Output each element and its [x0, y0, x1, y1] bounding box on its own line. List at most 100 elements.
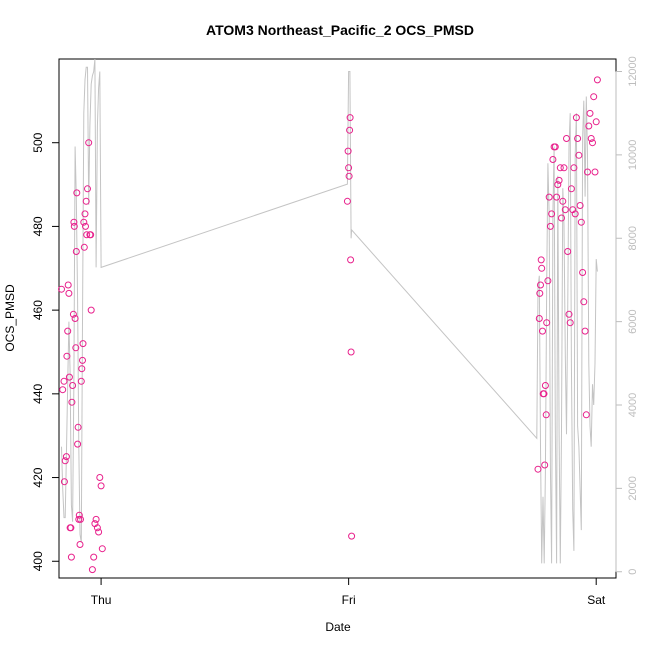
- chart-title: ATOM3 Northeast_Pacific_2 OCS_PMSD: [206, 22, 474, 38]
- data-point: [81, 210, 89, 218]
- x-axis-label: Date: [325, 620, 351, 634]
- data-point: [97, 482, 105, 490]
- data-point: [567, 185, 575, 193]
- data-point: [540, 390, 548, 398]
- data-point: [74, 423, 82, 431]
- data-point: [63, 352, 71, 360]
- data-point: [84, 185, 91, 193]
- data-point: [535, 315, 543, 322]
- data-point: [65, 373, 73, 381]
- data-point: [581, 327, 589, 335]
- data-point: [71, 315, 79, 322]
- data-point: [544, 277, 552, 285]
- data-point: [584, 168, 591, 176]
- data-point: [64, 327, 72, 335]
- data-point: [541, 461, 549, 469]
- y-tick-label: 400: [31, 551, 45, 571]
- data-point: [82, 222, 89, 230]
- y2-tick-label: 6000: [627, 309, 639, 333]
- data-point: [593, 76, 601, 84]
- data-point: [543, 319, 551, 327]
- data-point: [582, 411, 590, 419]
- data-point: [564, 248, 572, 255]
- data-point: [537, 256, 545, 264]
- data-point: [589, 139, 596, 147]
- data-point: [72, 248, 80, 255]
- data-point: [64, 281, 72, 289]
- data-point: [560, 164, 568, 172]
- data-point: [59, 386, 67, 394]
- data-point: [69, 382, 77, 389]
- x-tick-label: Fri: [342, 593, 356, 607]
- data-point: [98, 545, 106, 553]
- points-layer: [58, 76, 601, 574]
- data-point: [96, 474, 104, 481]
- y-tick-label: 480: [31, 216, 45, 236]
- data-point: [67, 524, 75, 532]
- data-point: [85, 139, 93, 147]
- data-point: [575, 151, 583, 159]
- data-point: [571, 210, 579, 218]
- data-point: [60, 377, 68, 385]
- data-point: [591, 168, 599, 176]
- data-point: [70, 218, 78, 226]
- y2-tick-label: 10000: [627, 140, 639, 171]
- data-point: [590, 93, 598, 101]
- data-point: [553, 193, 561, 201]
- data-point: [68, 398, 76, 406]
- data-point: [82, 197, 90, 205]
- x-tick-label: Thu: [91, 593, 112, 607]
- data-point: [566, 319, 574, 327]
- data-point: [346, 114, 354, 122]
- data-point: [65, 289, 73, 297]
- data-point: [79, 356, 86, 364]
- data-point: [554, 181, 562, 189]
- data-point: [77, 515, 84, 523]
- data-point: [61, 457, 69, 465]
- data-point: [558, 214, 565, 222]
- data-point: [346, 126, 354, 134]
- data-point: [347, 256, 355, 264]
- y-axis-label: OCS_PMSD: [3, 284, 17, 352]
- data-point: [67, 553, 75, 561]
- data-point: [534, 465, 542, 473]
- data-point: [95, 528, 103, 536]
- data-point: [72, 344, 80, 352]
- data-point: [545, 193, 553, 201]
- data-point: [542, 411, 550, 419]
- data-point: [87, 306, 95, 314]
- data-point: [75, 511, 83, 519]
- data-point: [344, 147, 352, 155]
- data-point: [77, 377, 85, 385]
- data-point: [592, 118, 600, 126]
- x-axis: Thu Fri Sat: [91, 577, 606, 607]
- data-point: [559, 197, 567, 205]
- data-point: [556, 164, 564, 172]
- data-point: [572, 114, 580, 122]
- data-point: [74, 440, 82, 448]
- y2-tick-label: 8000: [627, 226, 639, 250]
- data-point: [347, 348, 355, 356]
- data-point: [555, 176, 563, 184]
- y2-tick-label: 0: [627, 569, 639, 575]
- data-point: [92, 515, 100, 523]
- y-tick-label: 420: [31, 467, 45, 487]
- data-point: [580, 298, 588, 306]
- y-tick-label: 460: [31, 300, 45, 320]
- data-point: [538, 264, 546, 272]
- data-point: [76, 541, 84, 548]
- data-point: [546, 222, 554, 230]
- data-point: [537, 281, 544, 289]
- data-point: [563, 135, 570, 142]
- y2-tick-label: 12000: [627, 56, 639, 87]
- altitude-line: [61, 58, 598, 564]
- left-axis: 400 420 440 460 480 500: [31, 132, 60, 571]
- data-point: [78, 365, 86, 373]
- data-point: [80, 243, 88, 251]
- data-point: [62, 453, 70, 461]
- data-point: [345, 172, 353, 180]
- data-point: [574, 135, 582, 142]
- data-point: [87, 231, 95, 239]
- data-point: [561, 206, 569, 214]
